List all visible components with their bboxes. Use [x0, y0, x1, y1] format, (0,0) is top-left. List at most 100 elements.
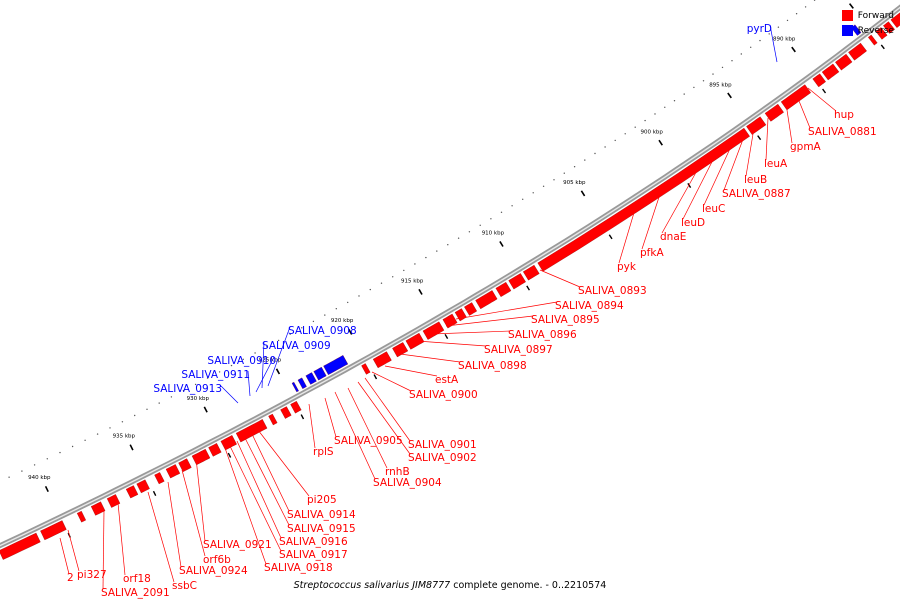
position-dot — [369, 288, 371, 291]
position-dot — [634, 126, 636, 128]
leader-line — [308, 403, 316, 449]
position-dot — [721, 66, 724, 69]
position-dot — [604, 146, 606, 148]
gene-label: SALIVA_0894 — [555, 300, 624, 312]
position-dot — [414, 263, 416, 265]
leader-line — [219, 384, 239, 404]
position-dot — [468, 231, 471, 233]
reverse-gene — [305, 372, 317, 385]
forward-gene — [522, 264, 540, 281]
kbp-inner-tick — [152, 490, 157, 497]
forward-gene — [875, 27, 888, 40]
position-dot — [522, 198, 524, 200]
position-dot — [96, 433, 99, 435]
kbp-tick — [499, 240, 504, 247]
leader-line — [117, 502, 126, 576]
leader-line — [251, 433, 290, 512]
gene-label: leuC — [702, 203, 725, 215]
position-dot — [563, 172, 565, 174]
gene-label: SALIVA_2091 — [101, 587, 170, 599]
reverse-swatch — [841, 25, 853, 36]
kbp-tick-label: 905 kbp — [563, 180, 586, 186]
kbp-inner-tick — [444, 333, 449, 339]
reverse-gene — [313, 366, 327, 381]
forward-gene — [154, 472, 165, 485]
gene-label: gpmA — [790, 141, 822, 153]
gene-label: ssbC — [172, 580, 197, 592]
forward-gene — [208, 443, 222, 457]
position-dot — [553, 179, 555, 181]
position-dot — [683, 93, 685, 95]
position-dot — [146, 408, 148, 410]
kbp-tick-label: 925 kbp — [259, 358, 282, 364]
reverse-gene — [291, 381, 299, 393]
position-dot — [447, 244, 449, 246]
forward-swatch — [841, 10, 853, 21]
position-dot — [33, 464, 36, 466]
forward-gene — [422, 321, 445, 340]
gene-label: pi205 — [307, 494, 337, 506]
kbp-tick-label: 935 kbp — [113, 434, 136, 440]
forward-gene — [392, 342, 409, 358]
leader-line — [255, 356, 275, 393]
position-dot — [289, 333, 291, 335]
position-dot — [21, 470, 23, 472]
caption-organism: Streptococcus salivarius JIM8777 — [293, 580, 451, 591]
reverse-gene — [323, 355, 349, 376]
position-dot — [46, 458, 48, 460]
position-dot — [702, 80, 705, 82]
gene-label: 2 — [67, 572, 74, 584]
leader-line — [364, 377, 411, 442]
kbp-inner-tick — [373, 374, 378, 380]
gene-label: SALIVA_0896 — [508, 329, 577, 341]
kbp-inner-tick — [227, 452, 232, 458]
gene-label: leuB — [744, 174, 767, 186]
position-dot — [194, 383, 197, 386]
kbp-tick-label: 915 kbp — [401, 278, 424, 284]
position-dot — [8, 476, 10, 478]
kbp-tick-label: 910 kbp — [482, 231, 505, 237]
leader-line — [723, 133, 746, 191]
gene-label: SALIVA_0914 — [287, 509, 356, 521]
kbp-tick-label: 920 kbp — [331, 318, 354, 324]
gene-label: hup — [834, 109, 854, 121]
gene-label: SALIVA_0893 — [578, 285, 647, 297]
leader-line — [167, 481, 182, 568]
position-dot — [654, 113, 656, 115]
leader-line — [703, 139, 735, 206]
position-dots — [8, 0, 816, 478]
position-dot — [121, 421, 124, 423]
position-dot — [664, 106, 666, 109]
leader-line — [455, 301, 558, 320]
position-dot — [573, 166, 576, 168]
leader-line — [67, 529, 80, 572]
kbp-inner-tick — [687, 183, 692, 188]
leader-line — [247, 370, 251, 397]
position-dot — [644, 119, 646, 122]
legend-reverse: Reverse — [841, 23, 894, 38]
position-dot — [490, 218, 492, 220]
forward-gene — [372, 351, 392, 369]
position-dot — [594, 152, 596, 155]
position-dot — [542, 185, 545, 187]
kbp-inner-tick — [880, 44, 885, 50]
position-dot — [777, 26, 780, 28]
leader-line — [445, 315, 534, 327]
leader-line — [796, 95, 811, 129]
position-dot — [277, 339, 280, 342]
gene-label: orf6b — [203, 554, 231, 566]
kbp-tick — [275, 368, 281, 375]
kbp-inner-tick — [757, 135, 762, 141]
kbp-tick — [348, 328, 353, 335]
position-dot — [624, 133, 626, 135]
gene-label: SALIVA_0909 — [262, 340, 331, 352]
kbp-tick-label: 940 kbp — [28, 475, 51, 481]
legend-reverse-label: Reverse — [857, 25, 894, 36]
forward-gene — [780, 84, 812, 111]
gene-label: leuA — [764, 158, 788, 170]
position-dot — [804, 6, 807, 8]
gene-label: orf18 — [123, 573, 151, 585]
leader-line — [357, 381, 411, 455]
